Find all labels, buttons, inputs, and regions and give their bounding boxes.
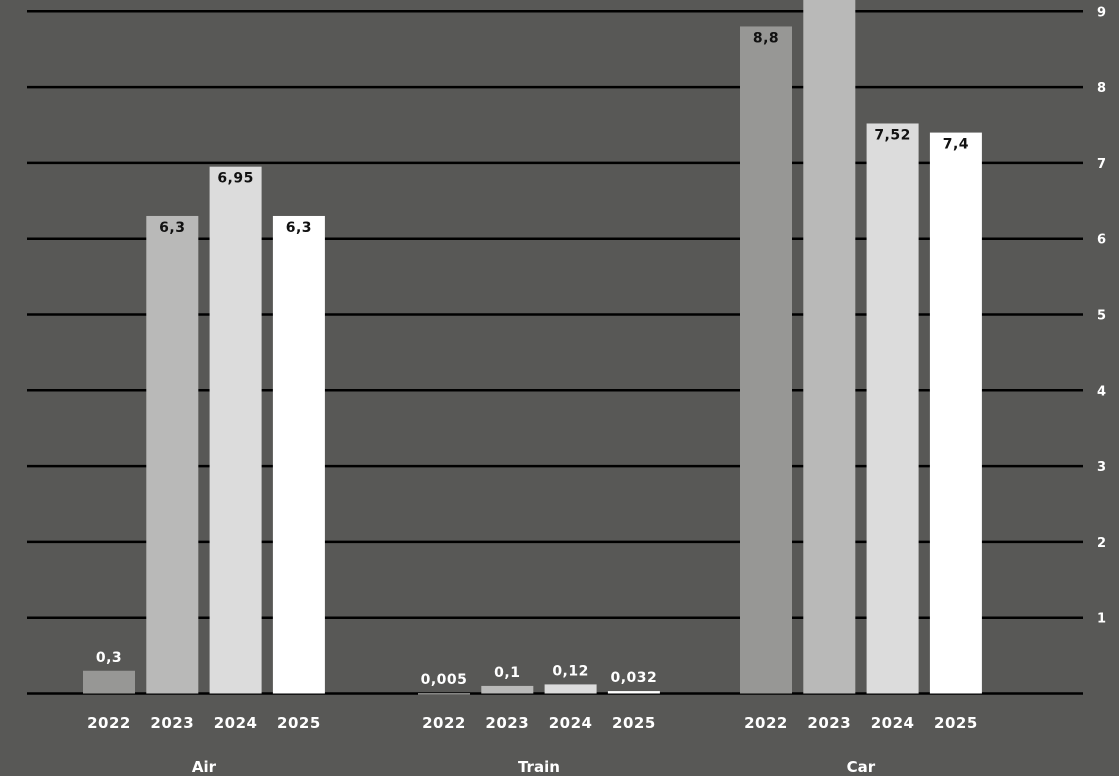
data-label: 0,12: [552, 663, 589, 679]
x-tick-label: 2024: [214, 714, 258, 732]
bar-car-2024: [866, 123, 919, 694]
y-tick-label: 7: [1097, 157, 1106, 172]
bar-car-2022: [740, 26, 792, 694]
bar-air-2022: [83, 670, 135, 694]
bar-car-2025: [929, 132, 982, 694]
x-tick-label: 2025: [612, 714, 656, 732]
y-tick-label: 1: [1097, 612, 1106, 627]
data-label: 6,3: [286, 220, 312, 236]
x-axis-labels: 2022 2023 2024 2025 Air 2022 2023 2024 2025 Train…: [87, 714, 978, 776]
bars: [83, 0, 982, 695]
x-tick-label: 2023: [150, 714, 194, 732]
data-label: 0,3: [96, 650, 122, 666]
data-label: 7,52: [874, 127, 911, 143]
y-tick-label: 6: [1097, 233, 1106, 248]
y-axis-ticks: 1 2 3 4 5 6 7 8 9: [1097, 5, 1106, 626]
x-tick-label: 2022: [744, 714, 788, 732]
x-tick-label: 2024: [549, 714, 593, 732]
bar-air-2023: [146, 215, 199, 694]
category-label: Air: [192, 758, 217, 776]
bar-air-2024: [209, 166, 262, 694]
data-label: 0,1: [494, 665, 520, 681]
bar-train-2022: [418, 693, 470, 695]
y-tick-label: 5: [1097, 309, 1106, 324]
category-label: Car: [847, 758, 876, 776]
x-tick-label: 2025: [277, 714, 321, 732]
y-tick-label: 4: [1097, 384, 1106, 399]
bar-train-2023: [481, 685, 534, 694]
y-tick-label: 8: [1097, 81, 1106, 96]
data-label: 0,032: [611, 670, 658, 686]
gridlines: [27, 10, 1083, 695]
y-tick-label: 9: [1097, 5, 1106, 20]
x-tick-label: 2024: [871, 714, 915, 732]
y-tick-label: 2: [1097, 536, 1106, 551]
y-tick-label: 3: [1097, 460, 1106, 475]
x-tick-label: 2023: [485, 714, 529, 732]
bar-car-2023: [803, 0, 856, 694]
bar-train-2024: [544, 684, 597, 694]
data-label: 6,3: [159, 220, 185, 236]
value-labels: 0,3 6,3 6,95 6,3 0,005 0,1 0,12 0,032 8,8 7,52 7,4: [96, 30, 969, 688]
data-label: 8,8: [753, 30, 779, 46]
category-label: Train: [518, 758, 560, 776]
x-tick-label: 2025: [934, 714, 978, 732]
data-label: 6,95: [217, 171, 254, 187]
bar-air-2025: [272, 215, 325, 694]
data-label: 7,4: [943, 137, 969, 153]
x-tick-label: 2022: [87, 714, 131, 732]
x-tick-label: 2023: [807, 714, 851, 732]
x-tick-label: 2022: [422, 714, 466, 732]
bar-train-2025: [607, 691, 660, 694]
data-label: 0,005: [421, 672, 468, 688]
